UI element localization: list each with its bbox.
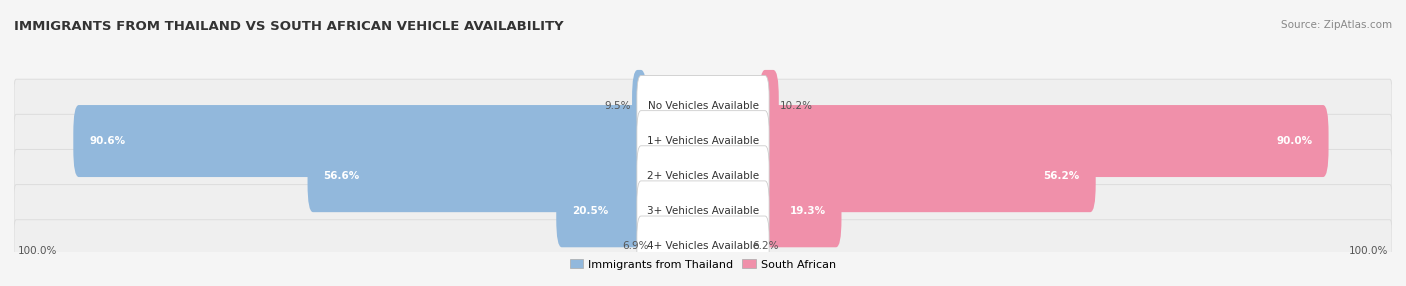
FancyBboxPatch shape: [557, 175, 647, 247]
FancyBboxPatch shape: [637, 216, 769, 277]
Text: 19.3%: 19.3%: [790, 206, 825, 216]
Text: 56.2%: 56.2%: [1043, 171, 1080, 181]
Text: 2+ Vehicles Available: 2+ Vehicles Available: [647, 171, 759, 181]
FancyBboxPatch shape: [637, 181, 769, 242]
FancyBboxPatch shape: [759, 140, 1095, 212]
Text: 4+ Vehicles Available: 4+ Vehicles Available: [647, 241, 759, 251]
FancyBboxPatch shape: [759, 70, 779, 142]
Text: 90.0%: 90.0%: [1277, 136, 1313, 146]
FancyBboxPatch shape: [308, 140, 647, 212]
Text: IMMIGRANTS FROM THAILAND VS SOUTH AFRICAN VEHICLE AVAILABILITY: IMMIGRANTS FROM THAILAND VS SOUTH AFRICA…: [14, 20, 564, 33]
Text: 90.6%: 90.6%: [89, 136, 125, 146]
FancyBboxPatch shape: [14, 150, 1392, 203]
Text: 10.2%: 10.2%: [780, 101, 813, 111]
FancyBboxPatch shape: [73, 105, 647, 177]
FancyBboxPatch shape: [14, 220, 1392, 273]
FancyBboxPatch shape: [637, 146, 769, 206]
FancyBboxPatch shape: [14, 79, 1392, 133]
Legend: Immigrants from Thailand, South African: Immigrants from Thailand, South African: [565, 255, 841, 274]
FancyBboxPatch shape: [633, 70, 647, 142]
FancyBboxPatch shape: [14, 184, 1392, 238]
Text: 6.9%: 6.9%: [621, 241, 648, 251]
Text: 100.0%: 100.0%: [17, 246, 56, 256]
Text: 6.2%: 6.2%: [752, 241, 779, 251]
Text: 3+ Vehicles Available: 3+ Vehicles Available: [647, 206, 759, 216]
FancyBboxPatch shape: [637, 111, 769, 171]
Text: 1+ Vehicles Available: 1+ Vehicles Available: [647, 136, 759, 146]
Text: Source: ZipAtlas.com: Source: ZipAtlas.com: [1281, 20, 1392, 30]
Text: 100.0%: 100.0%: [1350, 246, 1389, 256]
Text: 20.5%: 20.5%: [572, 206, 609, 216]
FancyBboxPatch shape: [759, 175, 841, 247]
Text: No Vehicles Available: No Vehicles Available: [648, 101, 758, 111]
Text: 56.6%: 56.6%: [323, 171, 360, 181]
FancyBboxPatch shape: [759, 105, 1329, 177]
FancyBboxPatch shape: [14, 114, 1392, 168]
Text: 9.5%: 9.5%: [605, 101, 631, 111]
FancyBboxPatch shape: [637, 76, 769, 136]
